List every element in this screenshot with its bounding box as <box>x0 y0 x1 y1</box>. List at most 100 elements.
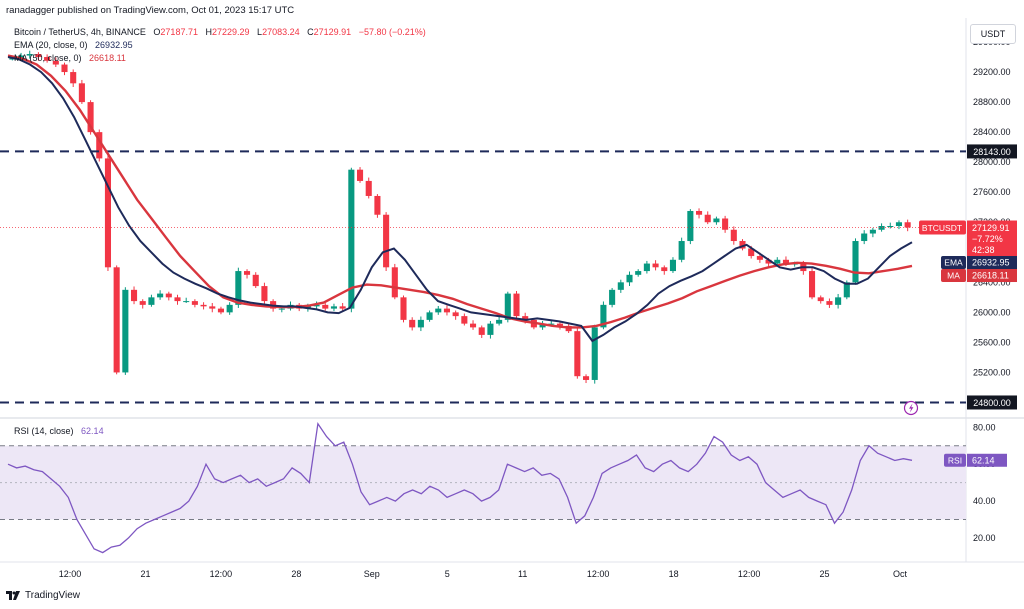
candle-body[interactable] <box>157 293 164 298</box>
candle-body[interactable] <box>617 282 624 290</box>
candle-body[interactable] <box>243 271 251 275</box>
horizontal-levels[interactable]: 28143.00 24800.00 <box>0 144 1017 410</box>
candle-body[interactable] <box>261 286 268 302</box>
candle-body[interactable] <box>200 304 207 307</box>
candle-body[interactable] <box>235 271 242 305</box>
candle-body[interactable] <box>165 293 172 298</box>
candle-body[interactable] <box>669 259 677 272</box>
ema-legend[interactable]: EMA (20, close, 0) 26932.95 <box>14 40 133 50</box>
candle-body[interactable] <box>139 301 146 305</box>
candle-body[interactable] <box>704 214 711 223</box>
candle-body[interactable] <box>374 195 381 215</box>
candle-body[interactable] <box>600 304 607 328</box>
candle-body[interactable] <box>70 72 77 84</box>
candle-body[interactable] <box>843 282 850 298</box>
candle-body[interactable] <box>278 308 285 310</box>
candle-body[interactable] <box>61 64 68 73</box>
candle-body[interactable] <box>661 267 668 272</box>
candles[interactable] <box>9 50 911 384</box>
candle-body[interactable] <box>591 327 598 380</box>
candle-body[interactable] <box>183 301 190 303</box>
candle-body[interactable] <box>122 289 129 373</box>
candle-body[interactable] <box>765 259 772 264</box>
candle-body[interactable] <box>330 306 338 309</box>
candle-body[interactable] <box>904 222 911 228</box>
candle-body[interactable] <box>869 229 876 234</box>
candle-body[interactable] <box>356 169 364 181</box>
candle-body[interactable] <box>478 327 485 335</box>
price-axis[interactable]: 25200.0025600.0026000.0026400.0026800.00… <box>973 37 1011 377</box>
candle-body[interactable] <box>409 319 416 328</box>
candle-body[interactable] <box>96 132 103 159</box>
candle-body[interactable] <box>417 319 424 328</box>
tradingview-logo[interactable]: TradingView <box>6 590 80 601</box>
candle-body[interactable] <box>26 54 33 56</box>
candle-body[interactable] <box>626 274 633 283</box>
rsi-line[interactable] <box>7 421 913 554</box>
candle-body[interactable] <box>730 229 737 242</box>
candle-body[interactable] <box>365 180 372 196</box>
time-axis[interactable]: 12:00 21 12:00 28 Sep 5 11 12:00 18 12:00 25 Oct <box>59 569 908 579</box>
currency-selector[interactable]: USDT <box>970 24 1016 44</box>
ema-line[interactable] <box>7 56 913 343</box>
candle-body[interactable] <box>574 331 581 377</box>
candle-body[interactable] <box>539 323 546 328</box>
candle-body[interactable] <box>9 58 16 60</box>
candle-body[interactable] <box>78 83 85 103</box>
candle-body[interactable] <box>252 274 259 287</box>
candle-body[interactable] <box>391 267 398 298</box>
lightning-icon[interactable] <box>903 400 919 416</box>
candle-body[interactable] <box>748 248 755 257</box>
candle-body[interactable] <box>826 301 833 305</box>
candle-body[interactable] <box>687 210 694 242</box>
candle-body[interactable] <box>504 293 511 320</box>
candle-body[interactable] <box>678 241 685 260</box>
candle-body[interactable] <box>148 297 155 305</box>
candle-body[interactable] <box>513 293 520 317</box>
candle-body[interactable] <box>313 304 320 307</box>
candle-body[interactable] <box>609 289 616 305</box>
candle-body[interactable] <box>643 263 650 272</box>
candle-body[interactable] <box>808 271 816 298</box>
candle-body[interactable] <box>113 267 120 373</box>
candle-body[interactable] <box>348 169 355 309</box>
candle-body[interactable] <box>835 297 842 305</box>
candle-body[interactable] <box>35 54 42 58</box>
candle-body[interactable] <box>383 214 390 268</box>
candle-body[interactable] <box>652 263 659 268</box>
candle-body[interactable] <box>44 57 51 61</box>
candle-body[interactable] <box>878 226 885 230</box>
candle-body[interactable] <box>322 304 329 309</box>
ma-legend[interactable]: MA (50, close, 0) 26618.11 <box>14 53 126 63</box>
candle-body[interactable] <box>522 316 529 320</box>
candle-body[interactable] <box>774 259 781 264</box>
candle-body[interactable] <box>209 306 216 309</box>
candle-body[interactable] <box>226 304 233 313</box>
candle-body[interactable] <box>695 210 703 215</box>
candle-body[interactable] <box>443 308 451 313</box>
candle-body[interactable] <box>852 241 859 283</box>
candle-body[interactable] <box>713 218 720 223</box>
candle-body[interactable] <box>104 158 112 268</box>
candle-body[interactable] <box>756 256 763 260</box>
candle-body[interactable] <box>191 301 198 305</box>
candle-body[interactable] <box>817 297 824 302</box>
candle-body[interactable] <box>452 312 459 317</box>
candle-body[interactable] <box>739 241 746 249</box>
candle-body[interactable] <box>339 306 346 309</box>
candle-body[interactable] <box>461 316 468 324</box>
candle-body[interactable] <box>400 297 407 320</box>
candle-body[interactable] <box>635 271 642 275</box>
candle-body[interactable] <box>556 323 564 326</box>
rsi-legend[interactable]: RSI (14, close) 62.14 <box>14 426 104 436</box>
candle-body[interactable] <box>496 319 503 324</box>
candle-body[interactable] <box>174 297 181 302</box>
candle-body[interactable] <box>217 308 225 313</box>
candle-body[interactable] <box>861 233 868 242</box>
candle-body[interactable] <box>52 60 59 65</box>
candle-body[interactable] <box>548 323 555 325</box>
candle-body[interactable] <box>87 102 94 133</box>
symbol-legend[interactable]: Bitcoin / TetherUS, 4h, BINANCE O27187.7… <box>14 27 426 37</box>
